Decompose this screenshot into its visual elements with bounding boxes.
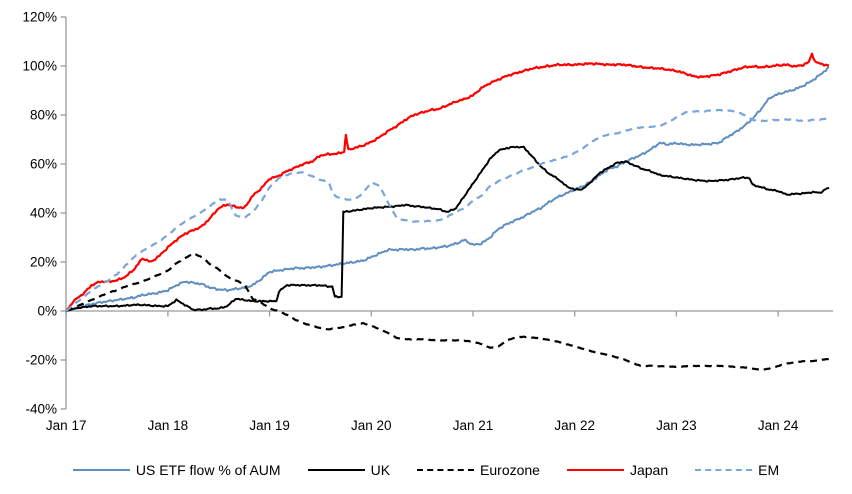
series-line-uk — [65, 145, 830, 312]
legend-line-sample — [566, 469, 624, 471]
legend-item-japan: Japan — [566, 462, 669, 478]
legend-line-sample — [72, 469, 130, 471]
y-axis-label: 120% — [22, 10, 57, 25]
series-line-em — [65, 108, 830, 312]
y-axis-label: -40% — [25, 402, 57, 417]
x-axis-label: Jan 18 — [148, 418, 189, 433]
legend-label: Eurozone — [480, 462, 540, 478]
y-axis-label: 60% — [30, 157, 57, 172]
legend-item-em: EM — [695, 462, 779, 478]
legend-label: EM — [758, 462, 780, 478]
x-axis-label: Jan 21 — [453, 418, 494, 433]
y-axis-label: 0% — [37, 304, 57, 319]
legend-label: US ETF flow % of AUM — [135, 462, 281, 478]
series-line-us-etf-flow-of-aum — [65, 65, 830, 312]
series-line-japan — [65, 52, 830, 312]
x-axis-label: Jan 22 — [554, 418, 595, 433]
y-axis-label: 80% — [30, 108, 57, 123]
y-axis-label: -20% — [25, 353, 57, 368]
x-axis-label: Jan 23 — [656, 418, 697, 433]
legend-line-sample — [695, 469, 753, 471]
legend-line-sample — [307, 469, 365, 471]
legend-label: Japan — [629, 462, 669, 478]
legend-item-eurozone: Eurozone — [417, 462, 540, 478]
legend-item-us-etf-flow-of-aum: US ETF flow % of AUM — [72, 462, 281, 478]
chart-legend: US ETF flow % of AUM UK Eurozone Japan EM — [0, 454, 852, 486]
y-axis-label: 20% — [30, 255, 57, 270]
x-axis-label: Jan 19 — [249, 418, 290, 433]
y-axis-label: 100% — [22, 59, 57, 74]
x-axis-label: Jan 17 — [46, 418, 87, 433]
x-axis-label: Jan 24 — [758, 418, 799, 433]
legend-line-sample — [417, 469, 475, 471]
x-axis-label: Jan 20 — [351, 418, 392, 433]
legend-item-uk: UK — [307, 462, 391, 478]
legend-label: UK — [370, 462, 391, 478]
y-axis-label: 40% — [30, 206, 57, 221]
